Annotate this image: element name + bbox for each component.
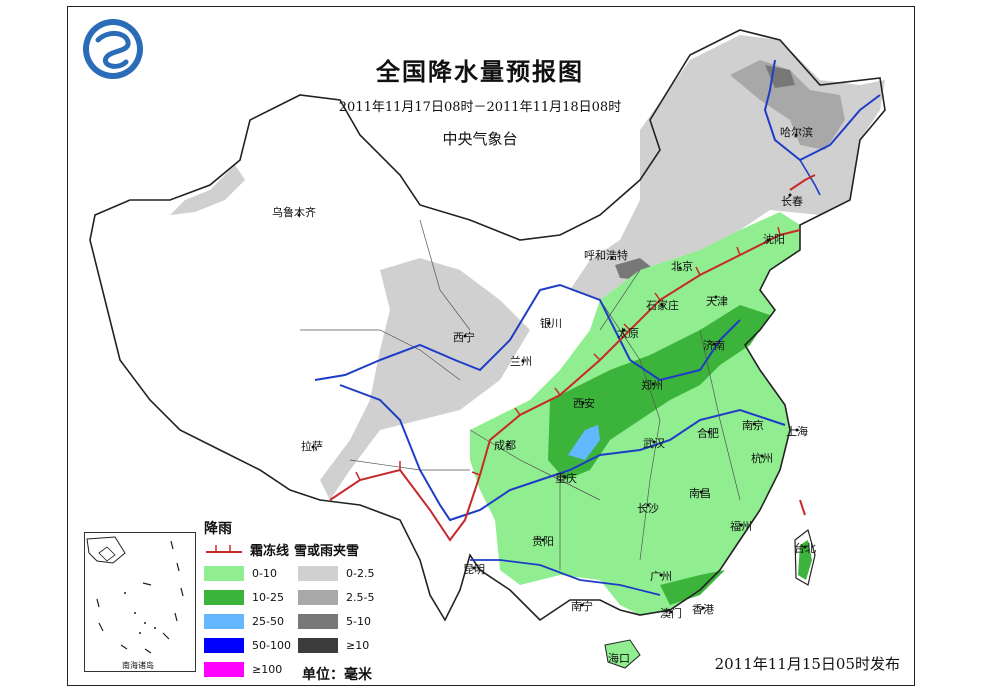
rain-area-taiwan xyxy=(798,540,812,580)
taiwan-island xyxy=(794,528,816,586)
city-label: 广州 xyxy=(650,570,672,583)
city-label: 石家庄 xyxy=(646,299,679,312)
city-label: 天津 xyxy=(706,295,728,308)
city-label: 济南 xyxy=(703,339,725,352)
city-markers xyxy=(297,133,807,659)
city-label: 西宁 xyxy=(453,331,475,344)
city-label: 长沙 xyxy=(637,502,659,515)
hainan-island xyxy=(604,639,641,669)
forecast-period: 2011年11月17日08时－2011年11月18日08时 xyxy=(338,100,622,115)
legend-rain-label: 10-25 xyxy=(252,591,284,604)
legend-snow-item: 0-2.5 xyxy=(298,566,374,581)
city-label: 成都 xyxy=(494,439,516,452)
city-label: 拉萨 xyxy=(301,440,323,453)
city-label: 北京 xyxy=(671,260,693,273)
city-label: 贵阳 xyxy=(532,535,554,548)
legend-snow-label: 2.5-5 xyxy=(346,591,375,604)
cma-logo-icon xyxy=(83,19,143,79)
unit-label: 单位：毫米 xyxy=(302,667,372,683)
legend-rain-label: 25-50 xyxy=(252,615,284,628)
legend-swatch xyxy=(298,566,338,581)
freezing-line-taiwan xyxy=(799,499,806,516)
legend-snow-item: 5-10 xyxy=(298,614,371,629)
city-label: 南宁 xyxy=(571,600,593,613)
city-label: 杭州 xyxy=(751,452,773,465)
legend-swatch xyxy=(298,638,338,653)
city-label: 长春 xyxy=(781,195,803,208)
city-label: 银川 xyxy=(540,317,562,330)
pearl-river xyxy=(470,559,661,596)
heilongjiang-river xyxy=(763,59,881,162)
legend-snow-label: ≥10 xyxy=(346,639,370,652)
city-label: 南昌 xyxy=(689,487,711,500)
city-label: 上海 xyxy=(786,425,808,438)
legend-rain-item: 0-10 xyxy=(204,566,277,581)
freezing-line-northeast xyxy=(789,174,816,191)
city-label: 呼和浩特 xyxy=(584,249,628,262)
legend-rain-label: 0-10 xyxy=(252,567,277,580)
city-label: 海口 xyxy=(608,652,630,665)
snow-area-west xyxy=(320,258,530,500)
city-label: 西安 xyxy=(573,397,595,410)
rain-area-moderate-south xyxy=(660,570,725,605)
city-label: 郑州 xyxy=(641,379,663,392)
inset-map xyxy=(86,536,184,654)
legend-snow-heading: 雪或雨夹雪 xyxy=(294,544,360,559)
city-label: 重庆 xyxy=(555,472,577,485)
freezing-line-ticks xyxy=(355,226,781,481)
city-label: 哈尔滨 xyxy=(780,126,813,139)
legend-swatch xyxy=(204,662,244,677)
legend-rain-item: 25-50 xyxy=(204,614,284,629)
legend-rain-item: ≥100 xyxy=(204,662,282,677)
legend-snow-label: 5-10 xyxy=(346,615,371,628)
snow-medium-northeast xyxy=(730,60,845,150)
legend-snow-item: 2.5-5 xyxy=(298,590,374,605)
city-label: 福州 xyxy=(730,520,752,533)
city-label: 武汉 xyxy=(643,437,665,450)
yangtze-river xyxy=(339,384,786,522)
legend-rain-label: 50-100 xyxy=(252,639,291,652)
city-label: 昆明 xyxy=(463,563,485,576)
city-label: 太原 xyxy=(617,327,639,340)
legend-rain-item: 10-25 xyxy=(204,590,284,605)
legend-snow-label: 0-2.5 xyxy=(346,567,375,580)
legend-swatch xyxy=(298,590,338,605)
legend-rain-item: 50-100 xyxy=(204,638,291,653)
city-label: 台北 xyxy=(794,542,816,555)
south-china-sea-inset: 南海诸岛 xyxy=(84,532,196,672)
city-label: 南京 xyxy=(742,419,764,432)
freezing-line-icon xyxy=(206,544,242,553)
china-border xyxy=(89,29,886,622)
inset-label: 南海诸岛 xyxy=(122,661,154,670)
legend-swatch xyxy=(204,638,244,653)
songhua-river xyxy=(799,159,821,196)
legend-snow-item: ≥10 xyxy=(298,638,369,653)
city-label: 乌鲁木齐 xyxy=(272,206,316,219)
city-label: 沈阳 xyxy=(763,233,785,246)
yellow-river xyxy=(314,283,741,382)
freezing-line-label: 霜冻线 xyxy=(250,544,290,559)
legend-freezing-line: 霜冻线 xyxy=(204,540,289,559)
legend-swatch xyxy=(298,614,338,629)
province-lines xyxy=(300,219,741,570)
legend-rain-heading: 降雨 xyxy=(204,521,232,537)
legend: 降雨 霜冻线 雪或雨夹雪 0-10 10-25 25-50 50-100 ≥10… xyxy=(198,516,398,682)
city-label: 合肥 xyxy=(697,427,719,440)
legend-rain-label: ≥100 xyxy=(252,663,283,676)
legend-swatch xyxy=(204,566,244,581)
map-title: 全国降水量预报图 xyxy=(376,57,584,86)
city-label: 香港 xyxy=(692,603,714,616)
city-label: 兰州 xyxy=(510,355,532,368)
rain-area-heavy xyxy=(568,425,600,460)
issuing-agency: 中央气象台 xyxy=(442,130,518,148)
legend-swatch xyxy=(204,590,244,605)
issued-time: 2011年11月15日05时发布 xyxy=(714,655,900,673)
legend-swatch xyxy=(204,614,244,629)
city-label: 澳门 xyxy=(660,607,682,620)
snow-area-xinjiang xyxy=(170,165,245,215)
